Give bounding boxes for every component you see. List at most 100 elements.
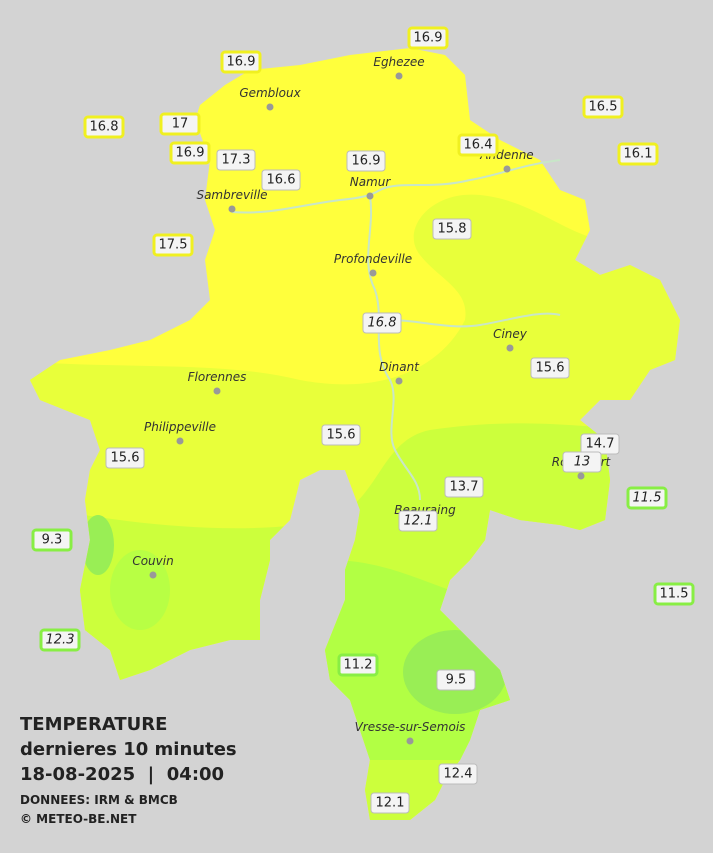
- zone-cold: [82, 515, 114, 575]
- credit: © METEO-BE.NET: [20, 812, 137, 826]
- station: 16.1: [617, 142, 659, 166]
- station-value: 9.3: [42, 533, 63, 548]
- station: 15.8: [432, 218, 472, 240]
- stations: 16.9 16.9 16.8 17 16.9 17.3 16.6 16.9 16.4 16.5 16…: [31, 26, 695, 814]
- station-value: 11.5: [633, 491, 662, 506]
- station: 11.5: [626, 486, 668, 510]
- station-box: [457, 133, 499, 157]
- station-box: [362, 312, 402, 334]
- station-value: 16.8: [368, 316, 397, 331]
- station: 9.3: [31, 528, 73, 552]
- city-label: Ciney: [493, 327, 528, 341]
- city-dot: [577, 472, 585, 480]
- station-box: [432, 218, 472, 240]
- station-value: 11.5: [660, 587, 689, 602]
- station-box: [83, 115, 125, 139]
- station: 15.6: [530, 357, 570, 379]
- station: 14.7: [580, 433, 620, 455]
- source: DONNEES: IRM & BMCB: [20, 793, 178, 807]
- rivers: [231, 159, 561, 501]
- station: 16.9: [346, 150, 386, 172]
- station-value: 14.7: [586, 437, 615, 452]
- station-box: [105, 447, 145, 469]
- station-value: 17.3: [222, 153, 251, 168]
- station-value: 12.1: [404, 514, 433, 529]
- station-value: 12.3: [46, 633, 75, 648]
- station-box: [398, 510, 438, 532]
- station: 16.9: [169, 141, 211, 165]
- station: 16.6: [261, 169, 301, 191]
- city-label: Sambreville: [196, 188, 267, 202]
- station: 15.6: [321, 424, 361, 446]
- station-box: [626, 486, 668, 510]
- station: 12.1: [398, 510, 438, 532]
- station-value: 17: [172, 117, 189, 132]
- station-value: 15.8: [438, 222, 467, 237]
- station-value: 15.6: [111, 451, 140, 466]
- station-box: [220, 50, 262, 74]
- river: [389, 312, 561, 328]
- station-value: 12.4: [444, 767, 473, 782]
- station: 17.3: [216, 149, 256, 171]
- station-box: [617, 142, 659, 166]
- station: 13.7: [444, 476, 484, 498]
- city-dot: [149, 571, 157, 579]
- station-box: [31, 528, 73, 552]
- station-box: [653, 582, 695, 606]
- station-box: [337, 653, 379, 677]
- station-value: 15.6: [327, 428, 356, 443]
- station-value: 16.9: [352, 154, 381, 169]
- city-dot: [395, 72, 403, 80]
- city-label: Florennes: [188, 370, 247, 384]
- legend-block: TEMPERATURE dernieres 10 minutes 18-08-2…: [20, 714, 237, 826]
- river: [231, 159, 561, 214]
- city-dot: [266, 103, 274, 111]
- station: 11.5: [653, 582, 695, 606]
- city-dot: [213, 387, 221, 395]
- station-box: [159, 112, 201, 136]
- station-box: [321, 424, 361, 446]
- station: 17.5: [152, 233, 194, 257]
- station-value: 16.9: [176, 146, 205, 161]
- station-box: [370, 792, 410, 814]
- station: 13: [562, 451, 602, 473]
- station-value: 12.1: [376, 796, 405, 811]
- subtitle: dernieres 10 minutes: [20, 739, 237, 760]
- station-box: [436, 669, 476, 691]
- station-box: [438, 763, 478, 785]
- station-value: 16.9: [227, 55, 256, 70]
- city-dot: [369, 269, 377, 277]
- station-value: 9.5: [446, 673, 467, 688]
- station-value: 17.5: [159, 238, 188, 253]
- station-box: [169, 141, 211, 165]
- station: 16.8: [362, 312, 402, 334]
- station: 12.4: [438, 763, 478, 785]
- station-value: 16.1: [624, 147, 653, 162]
- station-box: [39, 628, 81, 652]
- city-dot: [503, 165, 511, 173]
- city-label: Vresse-sur-Semois: [355, 720, 466, 734]
- station-value: 13.7: [450, 480, 479, 495]
- city-dot: [366, 192, 374, 200]
- station: 12.3: [39, 628, 81, 652]
- station-box: [152, 233, 194, 257]
- timestamp: 18-08-2025 | 04:00: [20, 764, 224, 785]
- station-value: 16.6: [267, 173, 296, 188]
- station: 16.9: [407, 26, 449, 50]
- station-box: [562, 451, 602, 473]
- city-label: Gembloux: [239, 86, 301, 100]
- city-label: Couvin: [132, 554, 173, 568]
- city-dot: [395, 377, 403, 385]
- station-box: [530, 357, 570, 379]
- station: 16.4: [457, 133, 499, 157]
- station-box: [346, 150, 386, 172]
- station: 9.5: [436, 669, 476, 691]
- station-value: 16.4: [464, 138, 493, 153]
- station-box: [582, 95, 624, 119]
- station-value: 16.9: [414, 31, 443, 46]
- title: TEMPERATURE: [20, 714, 167, 735]
- station: 16.9: [220, 50, 262, 74]
- city-label: Profondeville: [334, 252, 412, 266]
